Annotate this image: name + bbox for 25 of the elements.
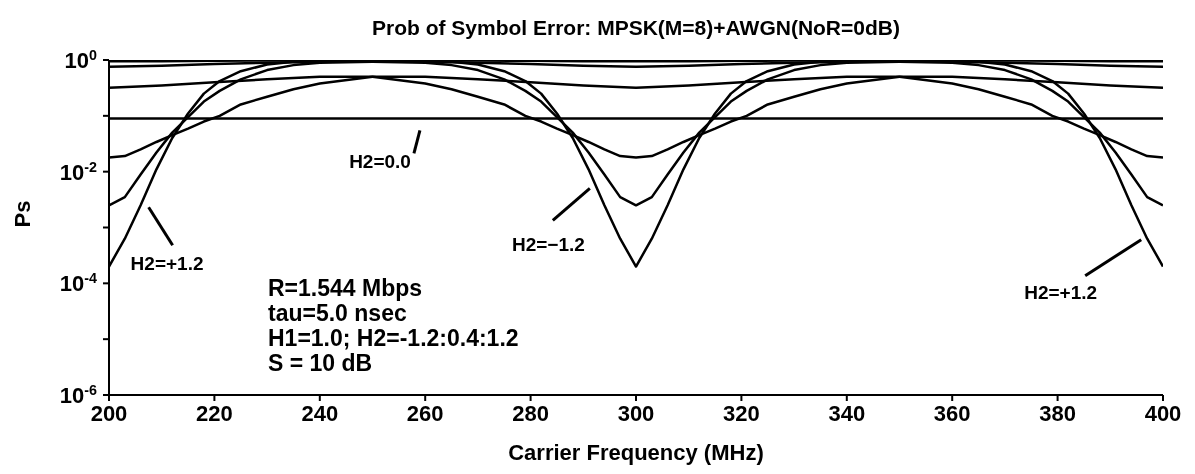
x-tick-label: 240 bbox=[301, 401, 339, 426]
x-tick-label: 260 bbox=[406, 401, 444, 426]
annotation: S = 10 dB bbox=[268, 350, 374, 376]
x-tick-label: 340 bbox=[828, 401, 866, 426]
x-tick-label: 360 bbox=[933, 401, 971, 426]
x-tick-label: 300 bbox=[617, 401, 655, 426]
annotation: H1=1.0; H2=-1.2:0.4:1.2 bbox=[268, 325, 519, 351]
x-tick-label: 220 bbox=[196, 401, 233, 426]
y-tick-label: 10$^{0}$ bbox=[64, 47, 98, 73]
y-tick-label: 10$^{-2}$ bbox=[59, 158, 98, 185]
x-axis-title: Carrier Frequency (MHz) bbox=[508, 440, 764, 465]
x-tick-label: 200 bbox=[90, 401, 128, 426]
x-tick-label: 400 bbox=[1144, 401, 1182, 426]
chart-title: Prob of Symbol Error: MPSK(M=8)+AWGN(NoR=0dB) bbox=[371, 16, 901, 40]
y-axis-title: Ps bbox=[9, 200, 35, 228]
annotation: H2=−1.2 bbox=[511, 234, 585, 256]
annotation: tau=5.0 nsec bbox=[268, 300, 407, 326]
x-tick-label: 280 bbox=[512, 401, 549, 426]
x-tick-label: 380 bbox=[1039, 401, 1076, 426]
annotation: H2=+1.2 bbox=[1024, 281, 1098, 303]
y-tick-label: 10$^{-4}$ bbox=[59, 270, 98, 297]
x-tick-label: 320 bbox=[723, 401, 760, 426]
annotation: H2=+1.2 bbox=[130, 253, 204, 275]
annotation: R=1.544 Mbps bbox=[268, 275, 424, 301]
annotation: H2=0.0 bbox=[349, 151, 411, 173]
